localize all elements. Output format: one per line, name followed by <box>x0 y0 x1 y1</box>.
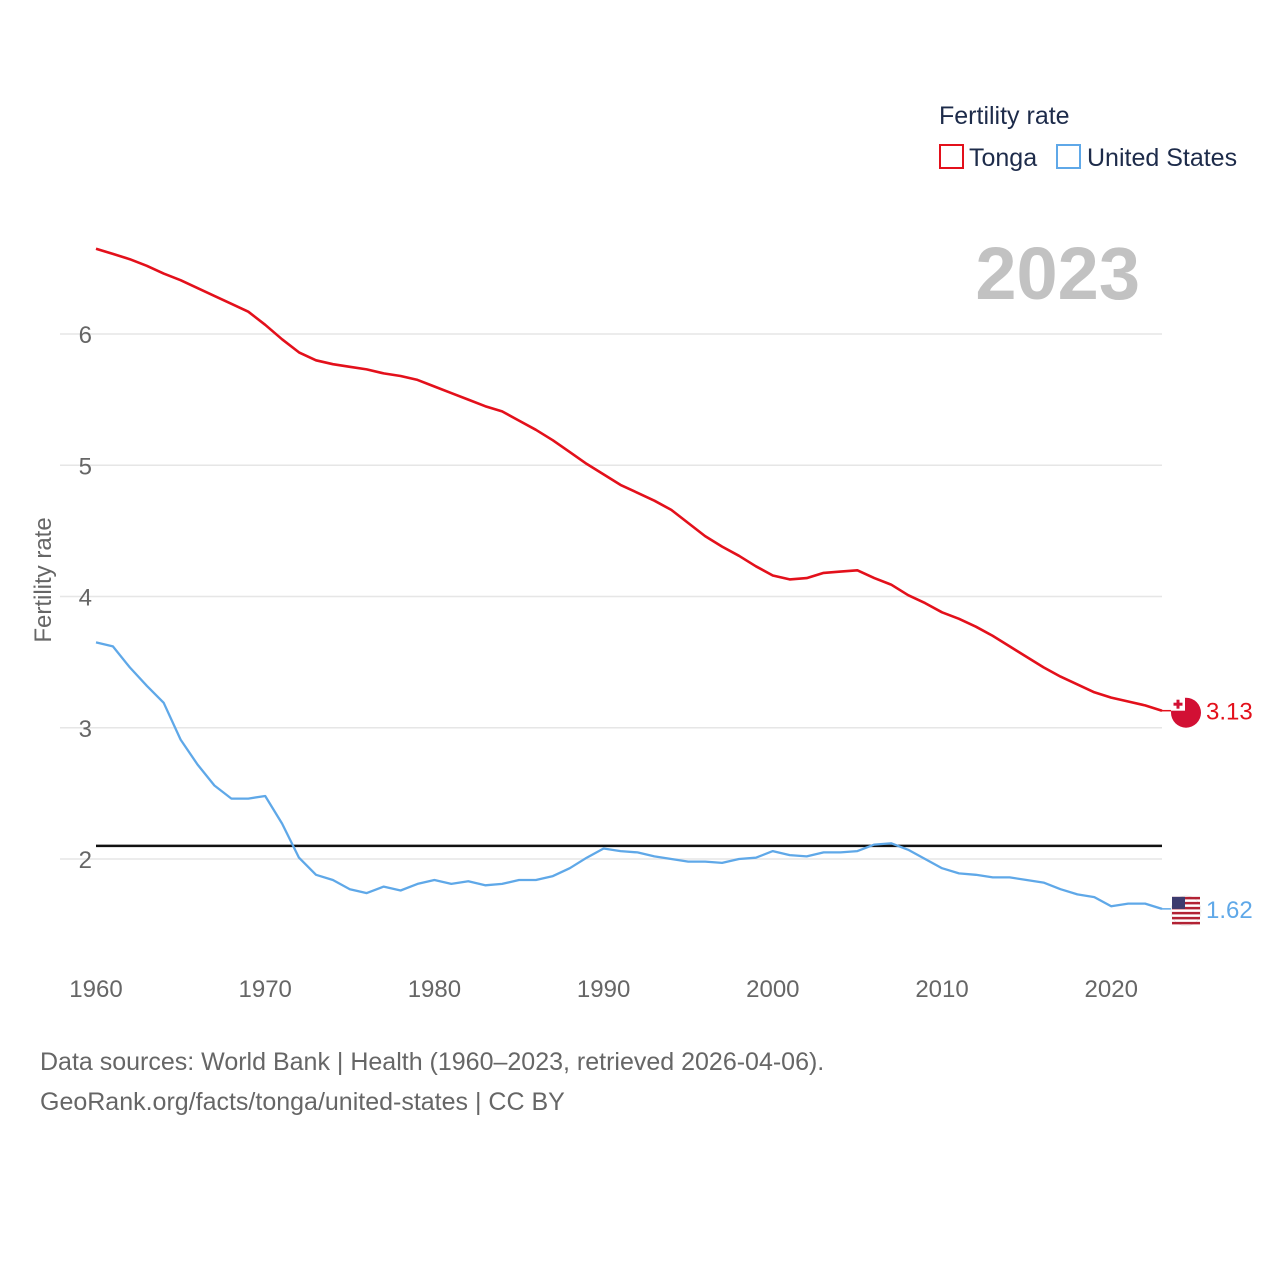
x-tick-label-1960: 1960 <box>69 976 122 1003</box>
tonga-flag-icon <box>1171 697 1201 728</box>
series-line-tonga <box>95 247 1163 712</box>
flag-stripe <box>1172 896 1200 900</box>
x-tick-label-1980: 1980 <box>408 976 461 1003</box>
x-tick-label-1970: 1970 <box>239 976 292 1003</box>
x-tick-label-2010: 2010 <box>915 976 968 1003</box>
flag-stripe <box>1172 906 1200 910</box>
y-tick-label-4: 4 <box>79 585 92 612</box>
legend-item-tonga[interactable]: Tonga <box>939 144 1037 172</box>
x-tick-label-2000: 2000 <box>746 976 799 1003</box>
legend-title: Fertility rate <box>939 102 1070 130</box>
series-lines <box>95 247 1163 910</box>
y-tick-label-2: 2 <box>79 847 92 874</box>
y-axis-title: Fertility rate <box>30 517 57 642</box>
y-tick-label-3: 3 <box>79 716 92 743</box>
end-value-label-tonga: 3.13 <box>1206 699 1253 726</box>
end-value-label-united-states: 1.62 <box>1206 897 1253 924</box>
year-label: 2023 <box>975 232 1140 315</box>
legend: Fertility rate Tonga United States <box>939 102 1237 172</box>
flag-stripe <box>1172 921 1200 925</box>
legend-swatch-united-states <box>1056 144 1081 169</box>
flag-canton <box>1172 896 1185 909</box>
y-tick-label-5: 5 <box>79 453 92 480</box>
axis-labels: 2 3 4 5 6 1960 1970 1980 1990 2000 2010 2020 <box>69 322 1138 1003</box>
source-link[interactable]: GeoRank.org/facts/tonga/united-states | … <box>40 1088 565 1116</box>
data-sources: Data sources: World Bank | Health (1960–… <box>40 1048 825 1076</box>
series-end-markers: 3.13 1.62 <box>1162 697 1253 927</box>
gridlines <box>60 333 1162 860</box>
x-tick-label-2020: 2020 <box>1085 976 1138 1003</box>
flag-cross-h <box>1173 702 1183 706</box>
legend-label-tonga: Tonga <box>969 144 1037 172</box>
flag-stripe <box>1172 901 1200 905</box>
legend-item-united-states[interactable]: United States <box>1056 144 1237 172</box>
series-line-united-states <box>95 641 1163 910</box>
united-states-flag-icon <box>1170 895 1202 927</box>
footer: Data sources: World Bank | Health (1960–… <box>40 1042 824 1122</box>
legend-swatch-tonga <box>939 144 964 169</box>
x-tick-label-1990: 1990 <box>577 976 630 1003</box>
flag-stripe <box>1172 911 1200 915</box>
flag-stripe <box>1172 916 1200 920</box>
y-tick-label-6: 6 <box>79 322 92 349</box>
legend-label-united-states: United States <box>1087 144 1237 172</box>
